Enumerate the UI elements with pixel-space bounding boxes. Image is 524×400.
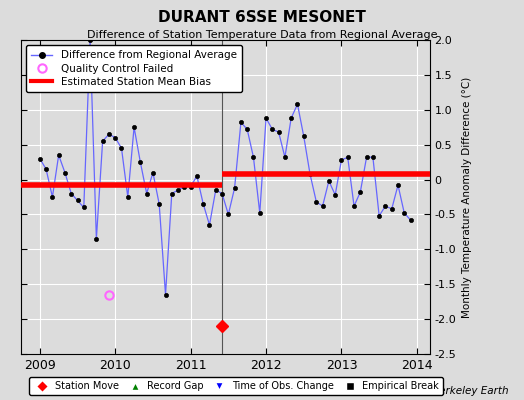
Legend: Difference from Regional Average, Quality Control Failed, Estimated Station Mean: Difference from Regional Average, Qualit… [26, 45, 242, 92]
Text: DURANT 6SSE MESONET: DURANT 6SSE MESONET [158, 10, 366, 25]
Text: Difference of Station Temperature Data from Regional Average: Difference of Station Temperature Data f… [87, 30, 437, 40]
Legend: Station Move, Record Gap, Time of Obs. Change, Empirical Break: Station Move, Record Gap, Time of Obs. C… [29, 377, 443, 395]
Y-axis label: Monthly Temperature Anomaly Difference (°C): Monthly Temperature Anomaly Difference (… [462, 76, 472, 318]
Text: Berkeley Earth: Berkeley Earth [432, 386, 508, 396]
